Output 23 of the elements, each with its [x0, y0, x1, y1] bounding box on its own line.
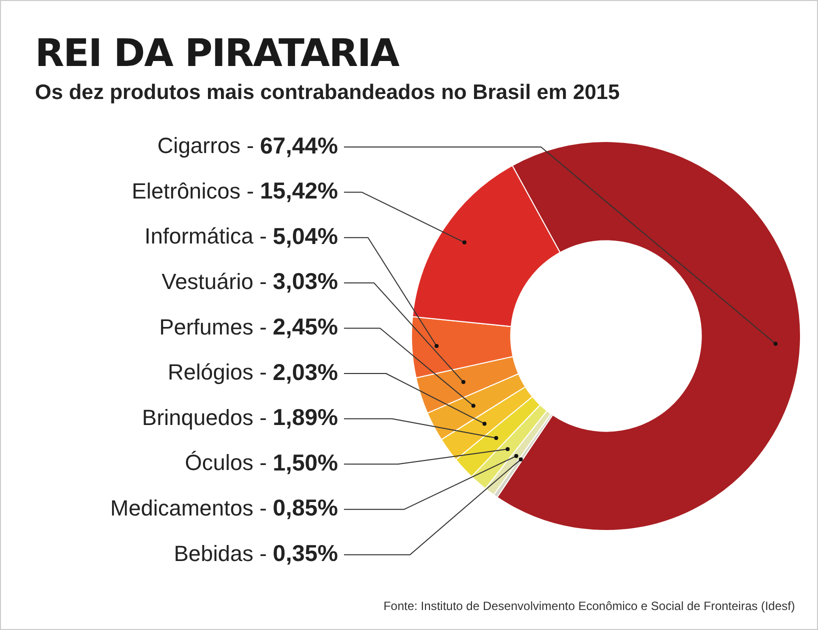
data-label: 67,44%: [260, 132, 338, 158]
slice-label: Óculos -: [184, 450, 267, 476]
slice-label: Bebidas -: [174, 540, 267, 566]
slice-label: Relógios -: [168, 360, 267, 385]
slice-label: Vestuário -: [162, 268, 267, 294]
slice-label: Medicamentos -: [110, 495, 267, 520]
slice-label: Perfumes -: [159, 314, 267, 340]
data-label: 1,50%: [272, 449, 338, 476]
data-label: 0,85%: [272, 494, 338, 521]
slice-label: Informática -: [144, 224, 267, 249]
data-label: 0,35%: [272, 540, 338, 566]
slice-label: Cigarros -: [157, 133, 254, 158]
chart-subtitle: Os dez produtos mais contrabandeados no Brasil em 2015: [35, 81, 620, 105]
data-label: 1,89%: [272, 404, 338, 430]
slice-label: Eletrônicos -: [132, 178, 254, 204]
data-label: 3,03%: [272, 268, 338, 294]
slice-label: Brinquedos -: [142, 404, 267, 430]
data-label: 2,45%: [272, 314, 338, 340]
data-label: 15,42%: [260, 178, 338, 204]
data-label: 2,03%: [272, 358, 338, 385]
source-note: Fonte: Instituto de Desenvolvimento Econômico e Social de Fronteiras (Idesf): [383, 599, 795, 613]
data-label: 5,04%: [272, 222, 338, 249]
chart-title: REI DA PIRATARIA: [35, 31, 399, 75]
